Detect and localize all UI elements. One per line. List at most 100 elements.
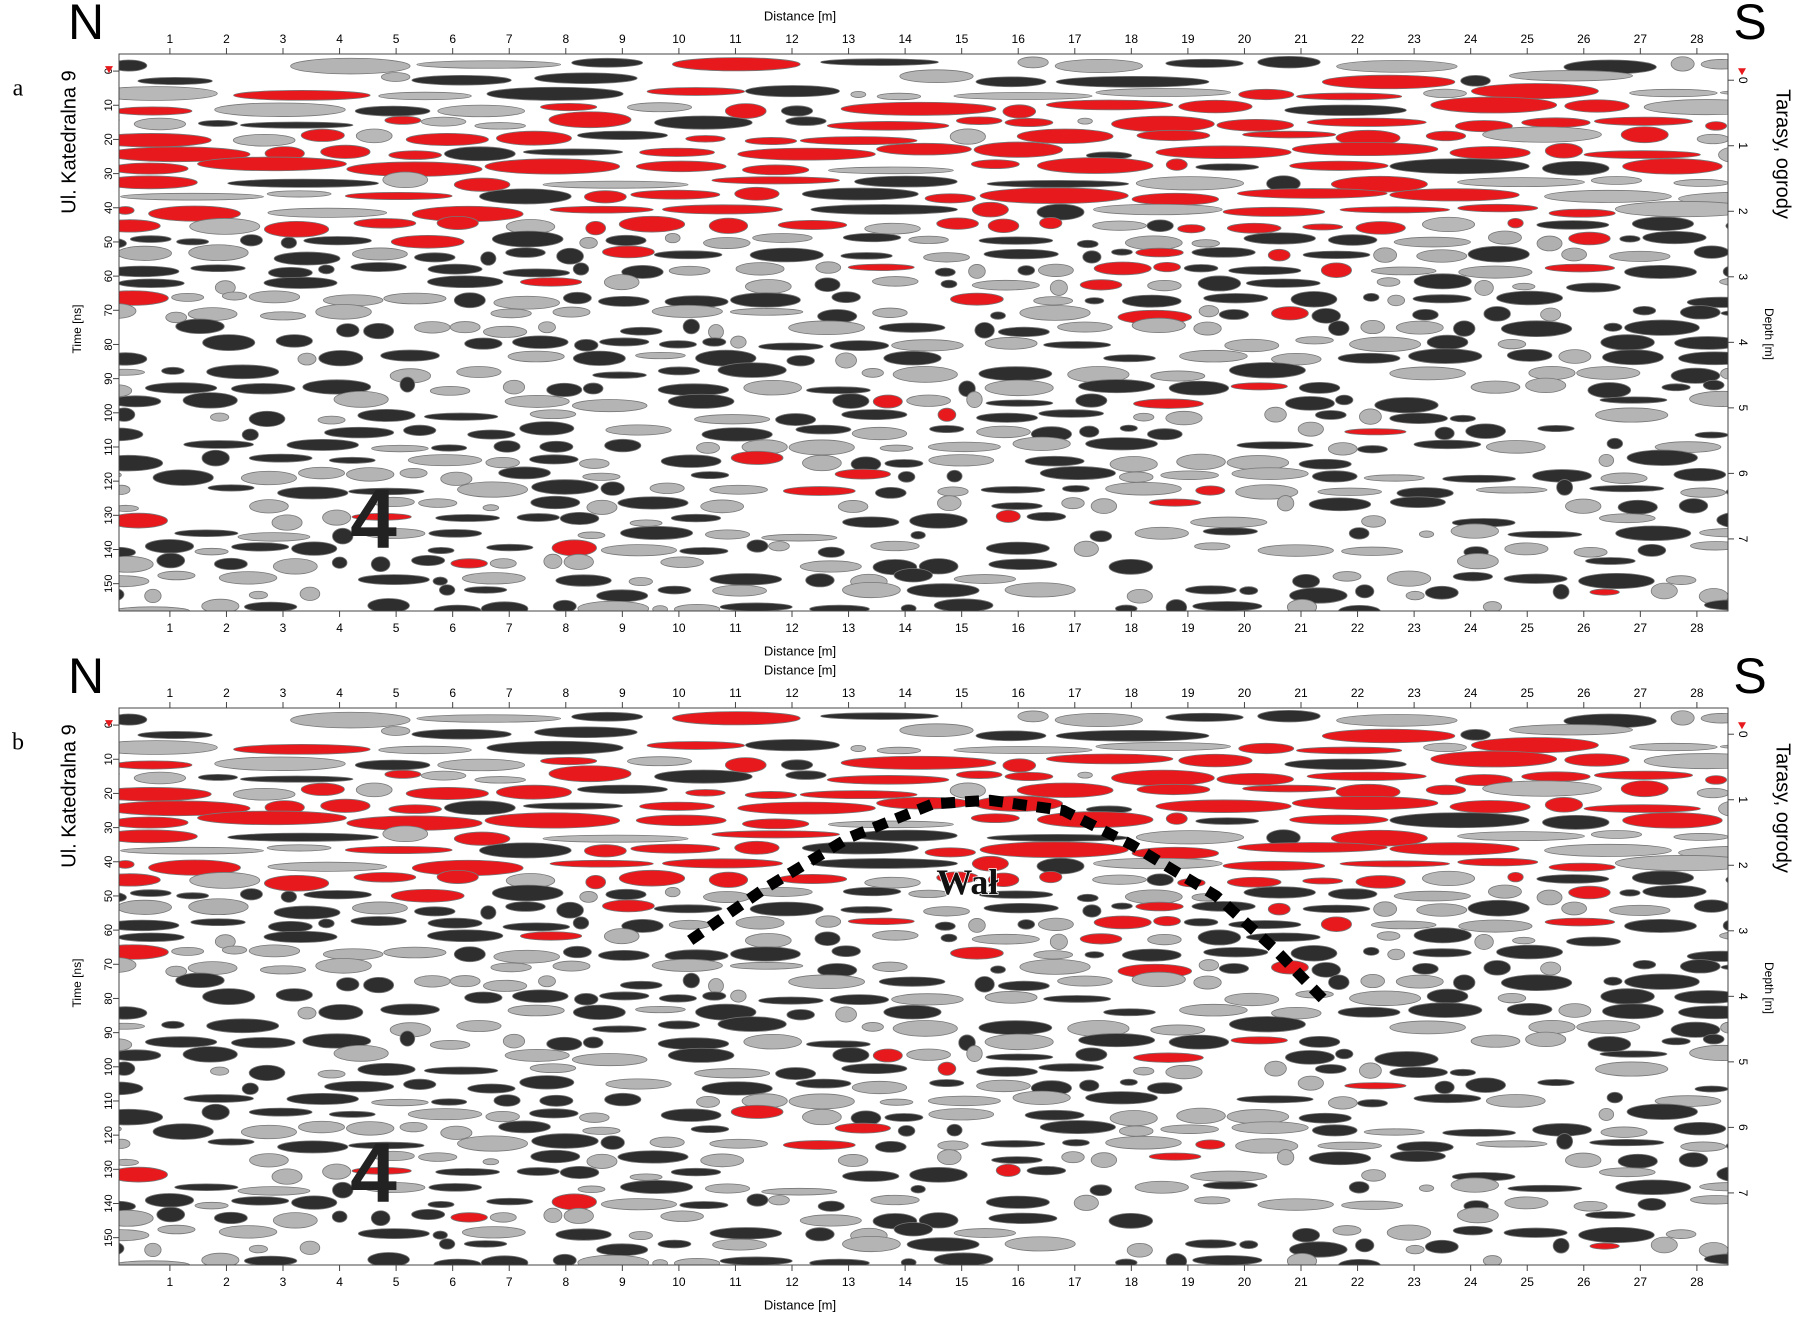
reflection <box>658 367 699 375</box>
reflection <box>1038 918 1073 930</box>
x-tick-label: 11 <box>729 686 742 700</box>
reflection <box>975 977 994 993</box>
reflection <box>1396 975 1443 988</box>
reflection <box>821 59 939 66</box>
reflection <box>709 979 724 994</box>
reflection <box>862 1022 883 1031</box>
reflection <box>1359 1063 1381 1078</box>
y-tick-label: 120 <box>103 1126 115 1144</box>
reflection <box>907 395 951 406</box>
reflection <box>1132 972 1185 986</box>
reflection <box>762 534 837 541</box>
reflection <box>508 1005 564 1016</box>
reflection <box>134 118 185 130</box>
reflection <box>274 252 340 265</box>
reflection <box>481 1256 528 1270</box>
y2-axis-title: Depth [m] <box>1762 308 1776 360</box>
reflection <box>730 308 802 315</box>
reflection <box>665 233 680 242</box>
reflection <box>1025 1110 1084 1120</box>
reflection <box>1307 118 1426 126</box>
reflection <box>621 526 693 539</box>
reflection <box>1666 1230 1696 1239</box>
reflection <box>669 920 710 929</box>
y2-tick-label: 6 <box>1736 470 1750 477</box>
annotation: Wał <box>936 862 998 902</box>
x-tick-label: 28 <box>1690 1275 1704 1289</box>
reflection <box>1508 531 1582 537</box>
reflection <box>843 517 899 528</box>
reflection <box>458 482 528 497</box>
reflection <box>1180 350 1248 362</box>
y-tick-label: 150 <box>103 574 115 592</box>
reflection <box>1005 1237 1075 1251</box>
reflection <box>1590 1243 1619 1249</box>
reflection <box>1375 398 1438 413</box>
reflection <box>1697 134 1729 143</box>
reflection <box>730 962 802 969</box>
reflection <box>811 205 958 215</box>
reflection <box>619 870 684 886</box>
reflection <box>1303 878 1343 884</box>
reflection <box>835 469 890 479</box>
reflection <box>215 103 346 117</box>
reflection <box>884 351 941 365</box>
reflection <box>1112 116 1215 132</box>
y-tick-label: 30 <box>103 821 115 833</box>
reflection <box>1620 890 1640 896</box>
reflection <box>100 843 119 852</box>
reflection <box>494 1095 520 1107</box>
reflection <box>1557 480 1573 496</box>
reflection <box>655 116 753 129</box>
reflection <box>671 1168 720 1176</box>
reflection <box>183 393 237 409</box>
reflection <box>1483 127 1602 142</box>
reflection <box>877 143 972 155</box>
reflection <box>1091 1153 1117 1168</box>
reflection <box>705 1184 749 1193</box>
right-site: Tarasy, ogrody <box>1772 743 1794 873</box>
reflection <box>433 1231 447 1239</box>
reflection <box>1237 442 1313 449</box>
reflection <box>1080 1080 1099 1091</box>
x-tick-label: 3 <box>280 32 287 46</box>
reflection <box>800 791 917 799</box>
x-tick-label: 16 <box>1012 621 1026 635</box>
reflection <box>268 267 312 278</box>
reflection <box>1599 454 1614 466</box>
reflection <box>1291 946 1337 962</box>
reflection <box>1627 1104 1697 1119</box>
reflection <box>1508 218 1523 227</box>
reflection <box>659 995 696 1002</box>
reflection <box>1191 1171 1267 1181</box>
reflection <box>465 992 502 1003</box>
reflection <box>287 439 359 450</box>
reflection <box>1557 1134 1573 1150</box>
reflection <box>157 1207 185 1222</box>
reflection <box>272 1169 302 1184</box>
x-tick-label: 25 <box>1521 621 1535 635</box>
reflection <box>1690 1195 1740 1204</box>
reflection <box>1501 321 1571 337</box>
reflection <box>806 1228 835 1241</box>
reflection <box>1703 380 1724 390</box>
x-tick-label: 8 <box>562 32 569 46</box>
reflection <box>1034 297 1073 305</box>
reflection <box>894 569 932 582</box>
reflection <box>444 147 515 161</box>
reflection <box>1644 100 1770 115</box>
reflection <box>1058 976 1113 986</box>
figure: 1122334455667788991010111112121313141415… <box>0 0 1800 1316</box>
reflection <box>1309 498 1370 511</box>
reflection <box>189 899 248 915</box>
reflection <box>1451 524 1499 538</box>
reflection <box>100 189 119 198</box>
reflection <box>1166 59 1243 67</box>
reflection <box>631 190 720 199</box>
reflection <box>96 945 168 960</box>
x-tick-label: 20 <box>1238 621 1252 635</box>
reflection <box>1328 1097 1357 1109</box>
reflection <box>372 445 429 452</box>
reflection <box>1296 93 1401 100</box>
reflection <box>1062 1139 1089 1145</box>
